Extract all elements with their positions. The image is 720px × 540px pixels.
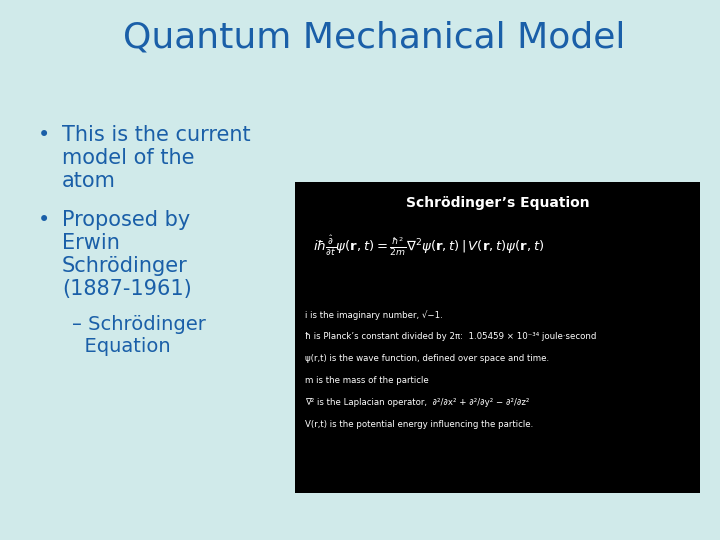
Bar bbox=[295, 182, 700, 493]
Text: ∇² is the Laplacian operator,  ∂²/∂x² + ∂²/∂y² − ∂²/∂z²: ∇² is the Laplacian operator, ∂²/∂x² + ∂… bbox=[305, 398, 529, 407]
Text: (1887-1961): (1887-1961) bbox=[62, 279, 192, 299]
Text: Quantum Mechanical Model: Quantum Mechanical Model bbox=[123, 20, 626, 54]
Text: •: • bbox=[38, 210, 50, 230]
Text: Schrödinger: Schrödinger bbox=[62, 256, 188, 276]
Text: Proposed by: Proposed by bbox=[62, 210, 190, 230]
Text: $i\hbar \frac{\hat{\partial}}{\partial t}\psi(\mathbf{r},t) = \frac{\hbar^2}{2m}: $i\hbar \frac{\hat{\partial}}{\partial t… bbox=[313, 234, 544, 259]
Text: atom: atom bbox=[62, 171, 116, 191]
Text: Equation: Equation bbox=[72, 337, 171, 356]
Text: •: • bbox=[38, 125, 50, 145]
Text: model of the: model of the bbox=[62, 148, 194, 168]
Text: Schrödinger’s Equation: Schrödinger’s Equation bbox=[405, 196, 589, 210]
Text: Erwin: Erwin bbox=[62, 233, 120, 253]
Text: This is the current: This is the current bbox=[62, 125, 251, 145]
Text: ψ(r,t) is the wave function, defined over space and time.: ψ(r,t) is the wave function, defined ove… bbox=[305, 354, 549, 363]
Text: i is the imaginary number, √−1.: i is the imaginary number, √−1. bbox=[305, 310, 443, 320]
Text: V(r,t) is the potential energy influencing the particle.: V(r,t) is the potential energy influenci… bbox=[305, 420, 534, 429]
Text: – Schrödinger: – Schrödinger bbox=[72, 315, 206, 334]
Text: m is the mass of the particle: m is the mass of the particle bbox=[305, 376, 428, 385]
Text: ħ is Planck’s constant divided by 2π:  1.05459 × 10⁻³⁴ joule·second: ħ is Planck’s constant divided by 2π: 1.… bbox=[305, 332, 596, 341]
